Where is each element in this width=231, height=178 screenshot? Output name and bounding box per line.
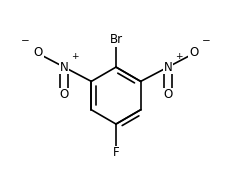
- Text: Br: Br: [109, 33, 122, 46]
- Text: O: O: [188, 46, 198, 59]
- Text: +: +: [71, 51, 79, 61]
- Text: −: −: [21, 36, 30, 46]
- Text: −: −: [201, 36, 210, 46]
- Text: O: O: [33, 46, 43, 59]
- Text: +: +: [174, 51, 182, 61]
- Text: F: F: [112, 146, 119, 159]
- Text: N: N: [59, 61, 68, 74]
- Text: N: N: [163, 61, 172, 74]
- Text: O: O: [163, 88, 172, 101]
- Text: O: O: [59, 88, 68, 101]
